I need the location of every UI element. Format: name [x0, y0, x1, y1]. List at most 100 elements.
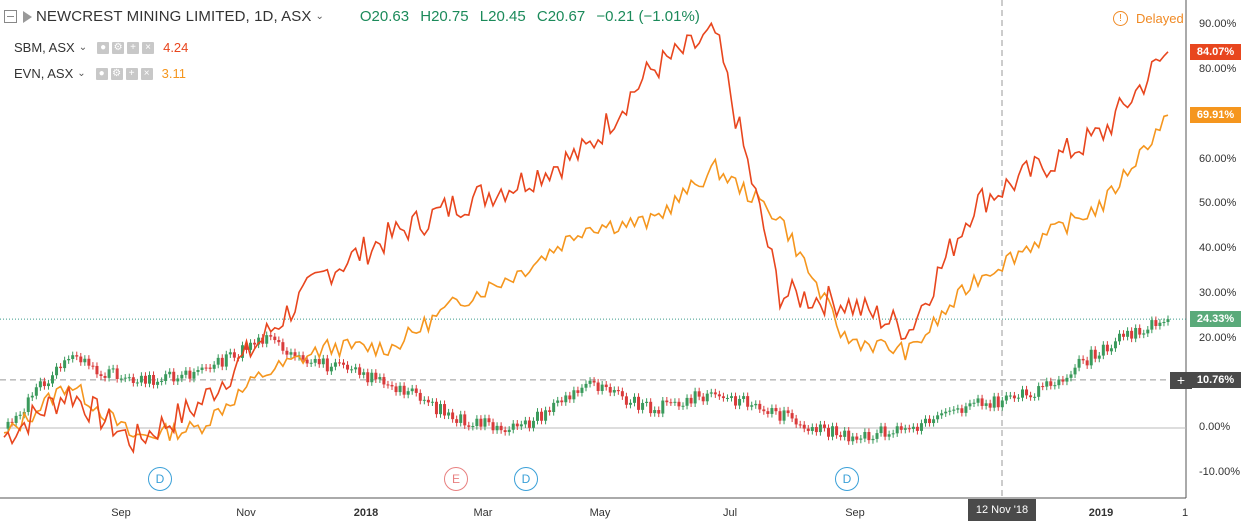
- candle-body: [709, 392, 713, 394]
- candle-body: [26, 397, 30, 413]
- candle-body: [907, 428, 911, 430]
- candle-body: [762, 409, 766, 412]
- candle-body: [135, 382, 139, 384]
- candle-body: [471, 426, 475, 428]
- dividend-marker[interactable]: D: [835, 467, 859, 491]
- candle-body: [701, 396, 705, 402]
- candle-body: [479, 418, 483, 427]
- candle-body: [871, 438, 875, 441]
- chevron-down-icon[interactable]: ⌄: [78, 42, 88, 53]
- crosshair-date-tag: 12 Nov '18: [968, 499, 1036, 521]
- chart-header: NEWCREST MINING LIMITED, 1D, ASX ⌄ O20.6…: [0, 8, 707, 25]
- candle-body: [305, 359, 309, 364]
- legend-evn[interactable]: EVN, ASX ⌄ ● ⚙ + × 3.11: [14, 66, 186, 81]
- candle-body: [649, 401, 653, 414]
- candle-body: [95, 365, 99, 375]
- candle-body: [624, 396, 628, 405]
- legend-evn-label[interactable]: EVN, ASX: [14, 66, 74, 81]
- chevron-down-icon[interactable]: ⌄: [315, 11, 324, 22]
- delayed-badge[interactable]: ! Delayed: [1113, 11, 1184, 26]
- candle-body: [99, 374, 103, 376]
- candle-body: [750, 405, 754, 407]
- candle-body: [851, 436, 855, 442]
- candle-body: [402, 385, 406, 395]
- candle-body: [1025, 389, 1029, 396]
- candle-body: [1041, 386, 1045, 388]
- collapse-icon[interactable]: [4, 10, 17, 23]
- candle-body: [317, 358, 321, 365]
- gear-icon[interactable]: ⚙: [112, 41, 125, 54]
- candle-body: [548, 410, 552, 413]
- candle-body: [14, 415, 18, 423]
- candle-body: [1146, 329, 1150, 334]
- close-icon[interactable]: ×: [140, 67, 153, 80]
- candle-body: [172, 371, 176, 382]
- candle-body: [1004, 395, 1008, 401]
- candle-body: [184, 370, 188, 375]
- candle-body: [758, 403, 762, 410]
- candle-body: [216, 357, 220, 365]
- candle-body: [1158, 322, 1162, 326]
- candle-body: [778, 411, 782, 421]
- dividend-marker[interactable]: D: [514, 467, 538, 491]
- candle-body: [321, 358, 325, 365]
- candle-body: [681, 405, 685, 407]
- candle-body: [972, 402, 976, 404]
- price-tick-label: 90.00%: [1199, 18, 1237, 31]
- delayed-label: Delayed: [1136, 11, 1184, 26]
- candle-body: [406, 391, 410, 395]
- time-tick-label: May: [589, 507, 611, 519]
- symbol-title[interactable]: NEWCREST MINING LIMITED, 1D, ASX: [36, 8, 312, 25]
- candle-body: [188, 370, 192, 379]
- eye-icon[interactable]: ●: [95, 67, 108, 80]
- candle-body: [968, 403, 972, 407]
- candle-body: [1093, 349, 1097, 359]
- candle-body: [511, 423, 515, 430]
- candle-body: [556, 400, 560, 403]
- add-alert-plus-icon[interactable]: +: [1170, 371, 1192, 389]
- earnings-marker[interactable]: E: [444, 467, 468, 491]
- candle-body: [875, 433, 879, 439]
- dividend-marker[interactable]: D: [148, 467, 172, 491]
- candle-body: [418, 392, 422, 401]
- legend-sbm[interactable]: SBM, ASX ⌄ ● ⚙ + × 4.24: [14, 40, 188, 55]
- flag-icon[interactable]: [23, 10, 32, 23]
- candle-body: [160, 380, 164, 382]
- candle-body: [964, 406, 968, 413]
- candle-body: [378, 377, 382, 380]
- candle-body: [220, 357, 224, 367]
- candle-body: [119, 378, 123, 380]
- candle-body: [382, 377, 386, 385]
- candle-body: [253, 342, 257, 345]
- price-tick-label: 50.00%: [1199, 197, 1237, 210]
- plus-icon[interactable]: +: [127, 41, 140, 54]
- plus-icon[interactable]: +: [125, 67, 138, 80]
- candle-body: [754, 403, 758, 406]
- candle-body: [475, 418, 479, 427]
- candle-body: [281, 342, 285, 351]
- candle-body: [855, 436, 859, 440]
- candle-body: [131, 377, 135, 383]
- gear-icon[interactable]: ⚙: [110, 67, 123, 80]
- close-icon[interactable]: ×: [142, 41, 155, 54]
- candle-body: [620, 391, 624, 397]
- candle-body: [774, 408, 778, 412]
- legend-sbm-label[interactable]: SBM, ASX: [14, 40, 75, 55]
- candle-body: [426, 399, 430, 403]
- candle-body: [515, 423, 519, 427]
- candle-body: [827, 427, 830, 437]
- candle-body: [1162, 322, 1166, 324]
- candle-body: [1097, 355, 1101, 359]
- candle-body: [313, 358, 317, 363]
- candle-body: [628, 402, 632, 405]
- candle-body: [333, 362, 337, 367]
- candle-body: [200, 367, 204, 371]
- candle-body: [265, 335, 269, 344]
- candle-body: [491, 422, 495, 431]
- candle-body: [936, 415, 940, 420]
- candle-body: [770, 408, 774, 414]
- eye-icon[interactable]: ●: [97, 41, 110, 54]
- chevron-down-icon[interactable]: ⌄: [77, 68, 86, 79]
- candle-body: [653, 410, 657, 414]
